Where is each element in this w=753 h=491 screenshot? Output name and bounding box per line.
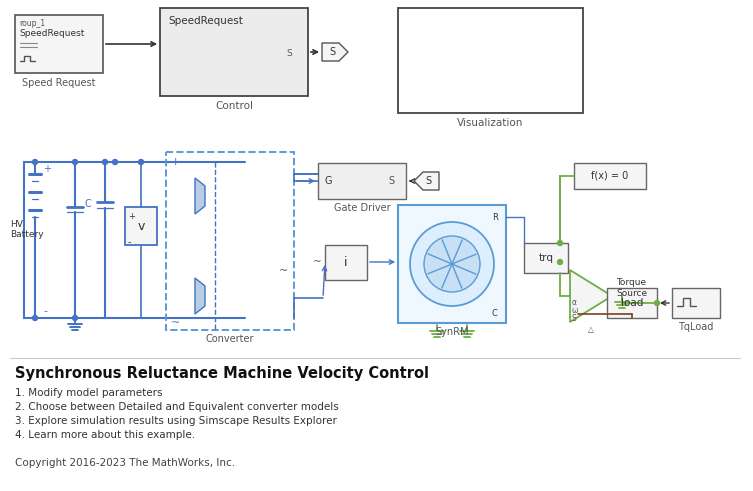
Text: S: S: [388, 176, 394, 186]
Text: HV
Battery: HV Battery: [10, 220, 44, 240]
Text: ~: ~: [171, 318, 180, 328]
Text: SpeedRequest: SpeedRequest: [168, 16, 243, 26]
Text: SpeedRequest: SpeedRequest: [19, 29, 84, 38]
Text: C: C: [492, 309, 498, 318]
Text: △: △: [588, 325, 594, 334]
Text: 2. Choose between Detailed and Equivalent converter models: 2. Choose between Detailed and Equivalen…: [15, 402, 339, 412]
Text: i: i: [344, 255, 348, 269]
Bar: [607, 288, 657, 318]
Text: v: v: [137, 219, 145, 233]
Circle shape: [139, 160, 144, 164]
Text: +: +: [128, 212, 135, 221]
Text: S: S: [329, 47, 335, 57]
Text: S: S: [286, 49, 291, 58]
Bar: [398, 8, 583, 113]
Text: S: S: [572, 314, 577, 323]
Text: Speed Request: Speed Request: [23, 78, 96, 88]
Bar: [160, 8, 308, 96]
Text: ~: ~: [279, 266, 288, 276]
Text: roup_1: roup_1: [19, 19, 45, 28]
Bar: [398, 205, 506, 323]
Circle shape: [32, 316, 38, 321]
Text: TqLoad: TqLoad: [678, 322, 714, 332]
Circle shape: [557, 260, 562, 265]
Text: α: α: [572, 298, 577, 307]
Text: ω: ω: [572, 306, 578, 315]
Text: Converter: Converter: [206, 334, 255, 344]
Text: Synchronous Reluctance Machine Velocity Control: Synchronous Reluctance Machine Velocity …: [15, 366, 429, 381]
Text: +: +: [43, 164, 51, 174]
Circle shape: [410, 222, 494, 306]
Polygon shape: [414, 172, 439, 190]
Polygon shape: [195, 178, 205, 214]
Text: ~: ~: [313, 257, 322, 267]
Text: +: +: [171, 157, 181, 167]
Bar: [574, 163, 646, 189]
Text: SynRM: SynRM: [435, 327, 469, 337]
Polygon shape: [570, 270, 612, 322]
Polygon shape: [322, 43, 348, 61]
Text: load: load: [620, 298, 643, 308]
Text: R: R: [492, 213, 498, 222]
Text: Visualization: Visualization: [457, 118, 523, 128]
Text: trq: trq: [538, 253, 553, 263]
Text: f(x) = 0: f(x) = 0: [591, 171, 629, 181]
Text: Torque
Source: Torque Source: [616, 278, 647, 298]
Bar: [318, 163, 406, 199]
Circle shape: [654, 300, 660, 305]
Text: Gate Driver: Gate Driver: [334, 203, 390, 213]
Circle shape: [72, 160, 78, 164]
Circle shape: [112, 160, 117, 164]
Text: C: C: [85, 199, 92, 209]
Bar: [166, 152, 294, 330]
Text: 1. Modify model parameters: 1. Modify model parameters: [15, 388, 163, 398]
Text: 4. Learn more about this example.: 4. Learn more about this example.: [15, 430, 195, 440]
Circle shape: [557, 241, 562, 246]
Circle shape: [102, 160, 108, 164]
Bar: [524, 243, 568, 273]
Bar: [15, 15, 103, 73]
Bar: [672, 288, 720, 318]
Text: -: -: [43, 306, 47, 316]
Text: Copyright 2016-2023 The MathWorks, Inc.: Copyright 2016-2023 The MathWorks, Inc.: [15, 458, 235, 468]
Text: 3. Explore simulation results using Simscape Results Explorer: 3. Explore simulation results using Sims…: [15, 416, 337, 426]
Polygon shape: [195, 278, 205, 314]
Bar: [125, 207, 157, 245]
Bar: [325, 245, 367, 280]
Text: Control: Control: [215, 101, 253, 111]
Text: S: S: [425, 176, 431, 186]
Circle shape: [72, 316, 78, 321]
Text: -: -: [128, 237, 132, 247]
Circle shape: [424, 236, 480, 292]
Text: G: G: [325, 176, 333, 186]
Circle shape: [32, 160, 38, 164]
